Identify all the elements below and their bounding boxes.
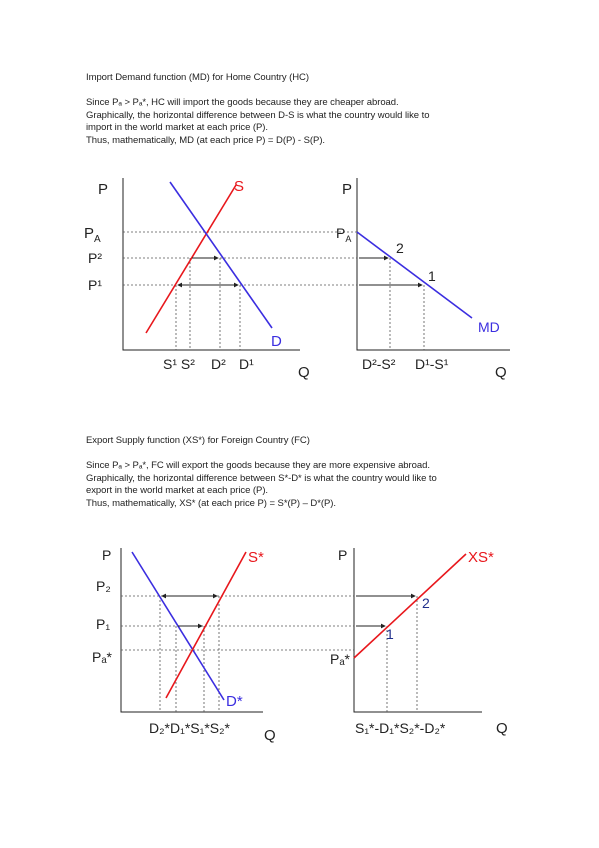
supply-label: S [234,178,244,195]
q-labels-right: S₁*-D₁*S₂*-D₂* [355,720,446,736]
right-x-axis-label: Q [496,720,508,737]
q-label-d2: D² [211,356,226,372]
right-y-axis-label: P [338,547,347,563]
right-axes [356,178,510,351]
price-label-pa: PA [84,225,101,245]
guide-lines [121,595,418,712]
price-label-p1: P₁ [96,616,110,632]
supply-curve [145,184,237,334]
point-label-1: 1 [386,626,394,642]
right-price-label-pa: PA [336,225,351,244]
right-price-label-pa-star: Pₐ* [330,651,351,667]
right-axes [353,548,482,713]
point-label-2: 2 [396,240,404,256]
paragraph-line: Since Pₐ > Pₐ*, HC will import the goods… [86,97,399,108]
point-label-2: 2 [422,595,430,611]
left-axes [122,178,300,351]
md-curve [356,231,473,319]
q-label-d1: D¹ [239,356,254,372]
foreign-supply-label: S* [248,549,264,566]
q-label-d1-s1: D¹-S¹ [415,356,449,372]
demand-curve [169,181,273,329]
md-curve-label: MD [478,319,500,335]
right-x-axis-label: Q [495,364,507,381]
guide-lines [123,231,425,350]
price-label-p1: P¹ [88,277,102,293]
xs-curve [353,553,467,659]
section-2-text: Export Supply function (XS*) for Foreign… [86,435,556,510]
left-axes [120,548,263,713]
import-demand-figure: P Q PA P² P¹ S D S¹ S² D² D¹ P Q PA MD 2… [84,178,510,381]
foreign-demand-label: D* [226,693,243,710]
paragraph-line: Thus, mathematically, MD (at each price … [86,134,326,146]
paragraph-line: Thus, mathematically, XS* (at each price… [86,497,336,509]
export-supply-figure: P Q P₂ P₁ Pₐ* S* D* D₂*D₁*S₁*S₂* P Q Pₐ*… [92,547,508,744]
demand-label: D [271,333,282,350]
paragraph-line: export in the world market at each price… [86,485,269,496]
foreign-supply-curve [165,551,247,699]
section-2-heading: Export Supply function (XS*) for Foreign… [86,435,310,446]
paragraph-line: Graphically, the horizontal difference b… [86,109,430,121]
price-label-pa-star: Pₐ* [92,649,113,665]
paragraph-line: Graphically, the horizontal difference b… [86,472,437,484]
q-labels-left: D₂*D₁*S₁*S₂* [149,720,231,736]
paragraph-line: Since Pₐ > Pₐ*, FC will export the goods… [86,460,430,471]
point-label-1: 1 [428,268,436,284]
section-1-heading: Import Demand function (MD) for Home Cou… [86,72,309,83]
price-label-p2: P² [88,250,102,266]
xs-curve-label: XS* [468,549,494,566]
q-label-s1-s2: S¹ S² [163,356,195,372]
paragraph-line: import in the world market at each price… [86,122,269,133]
left-y-axis-label: P [102,547,111,563]
right-y-axis-label: P [342,181,352,198]
price-label-p2: P₂ [96,578,111,594]
left-x-axis-label: Q [298,364,310,381]
left-x-axis-label: Q [264,727,276,744]
q-label-d2-s2: D²-S² [362,356,396,372]
left-y-axis-label: P [98,181,108,198]
section-1-text: Import Demand function (MD) for Home Cou… [86,72,556,147]
